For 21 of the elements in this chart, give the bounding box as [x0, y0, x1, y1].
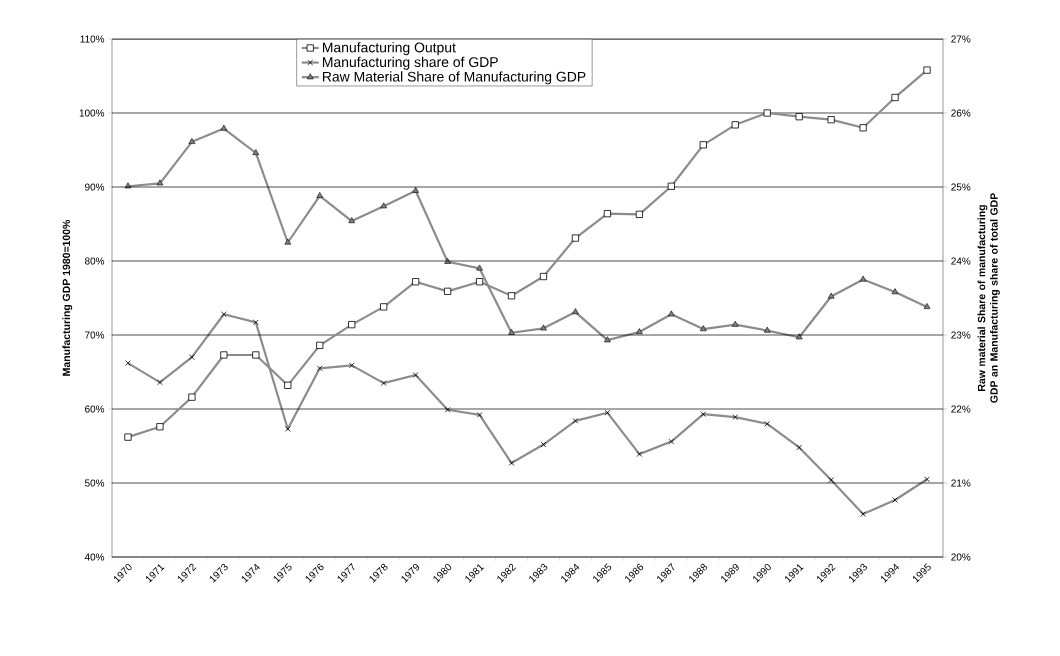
y2-tick-label: 21%	[951, 479, 971, 487]
y-tick-label: 110%	[80, 35, 105, 43]
y-tick-label: 70%	[85, 331, 105, 339]
y2-tick-label: 23%	[951, 331, 971, 339]
y-tick-label: 50%	[84, 479, 105, 487]
y-tick-label: 60%	[85, 405, 105, 413]
y-tick-label: 40%	[84, 553, 105, 561]
y-tick-label: 100%	[79, 109, 105, 117]
legend-label: Manufacturing share of GDP	[322, 56, 498, 70]
y2-tick-label: 24%	[951, 257, 971, 265]
legend-label: Manufacturing Output	[322, 42, 456, 56]
y2-tick-label: 26%	[951, 109, 971, 117]
y-tick-label: 90%	[85, 183, 105, 191]
y2-tick-label: 27%	[951, 35, 971, 43]
y2-tick-label: 22%	[951, 405, 971, 413]
y2-axis-title: Raw material Share of manufacturing GDP an Manufacturing share of total GDP	[977, 193, 1000, 403]
y-axis-title: Manufacturing GDP 1980=100%	[62, 219, 73, 376]
legend-label: Raw Material Share of Manufacturing GDP	[322, 71, 586, 85]
y2-tick-label: 25%	[951, 183, 971, 191]
y-tick-label: 80%	[84, 257, 105, 265]
y2-tick-label: 20%	[951, 553, 971, 561]
